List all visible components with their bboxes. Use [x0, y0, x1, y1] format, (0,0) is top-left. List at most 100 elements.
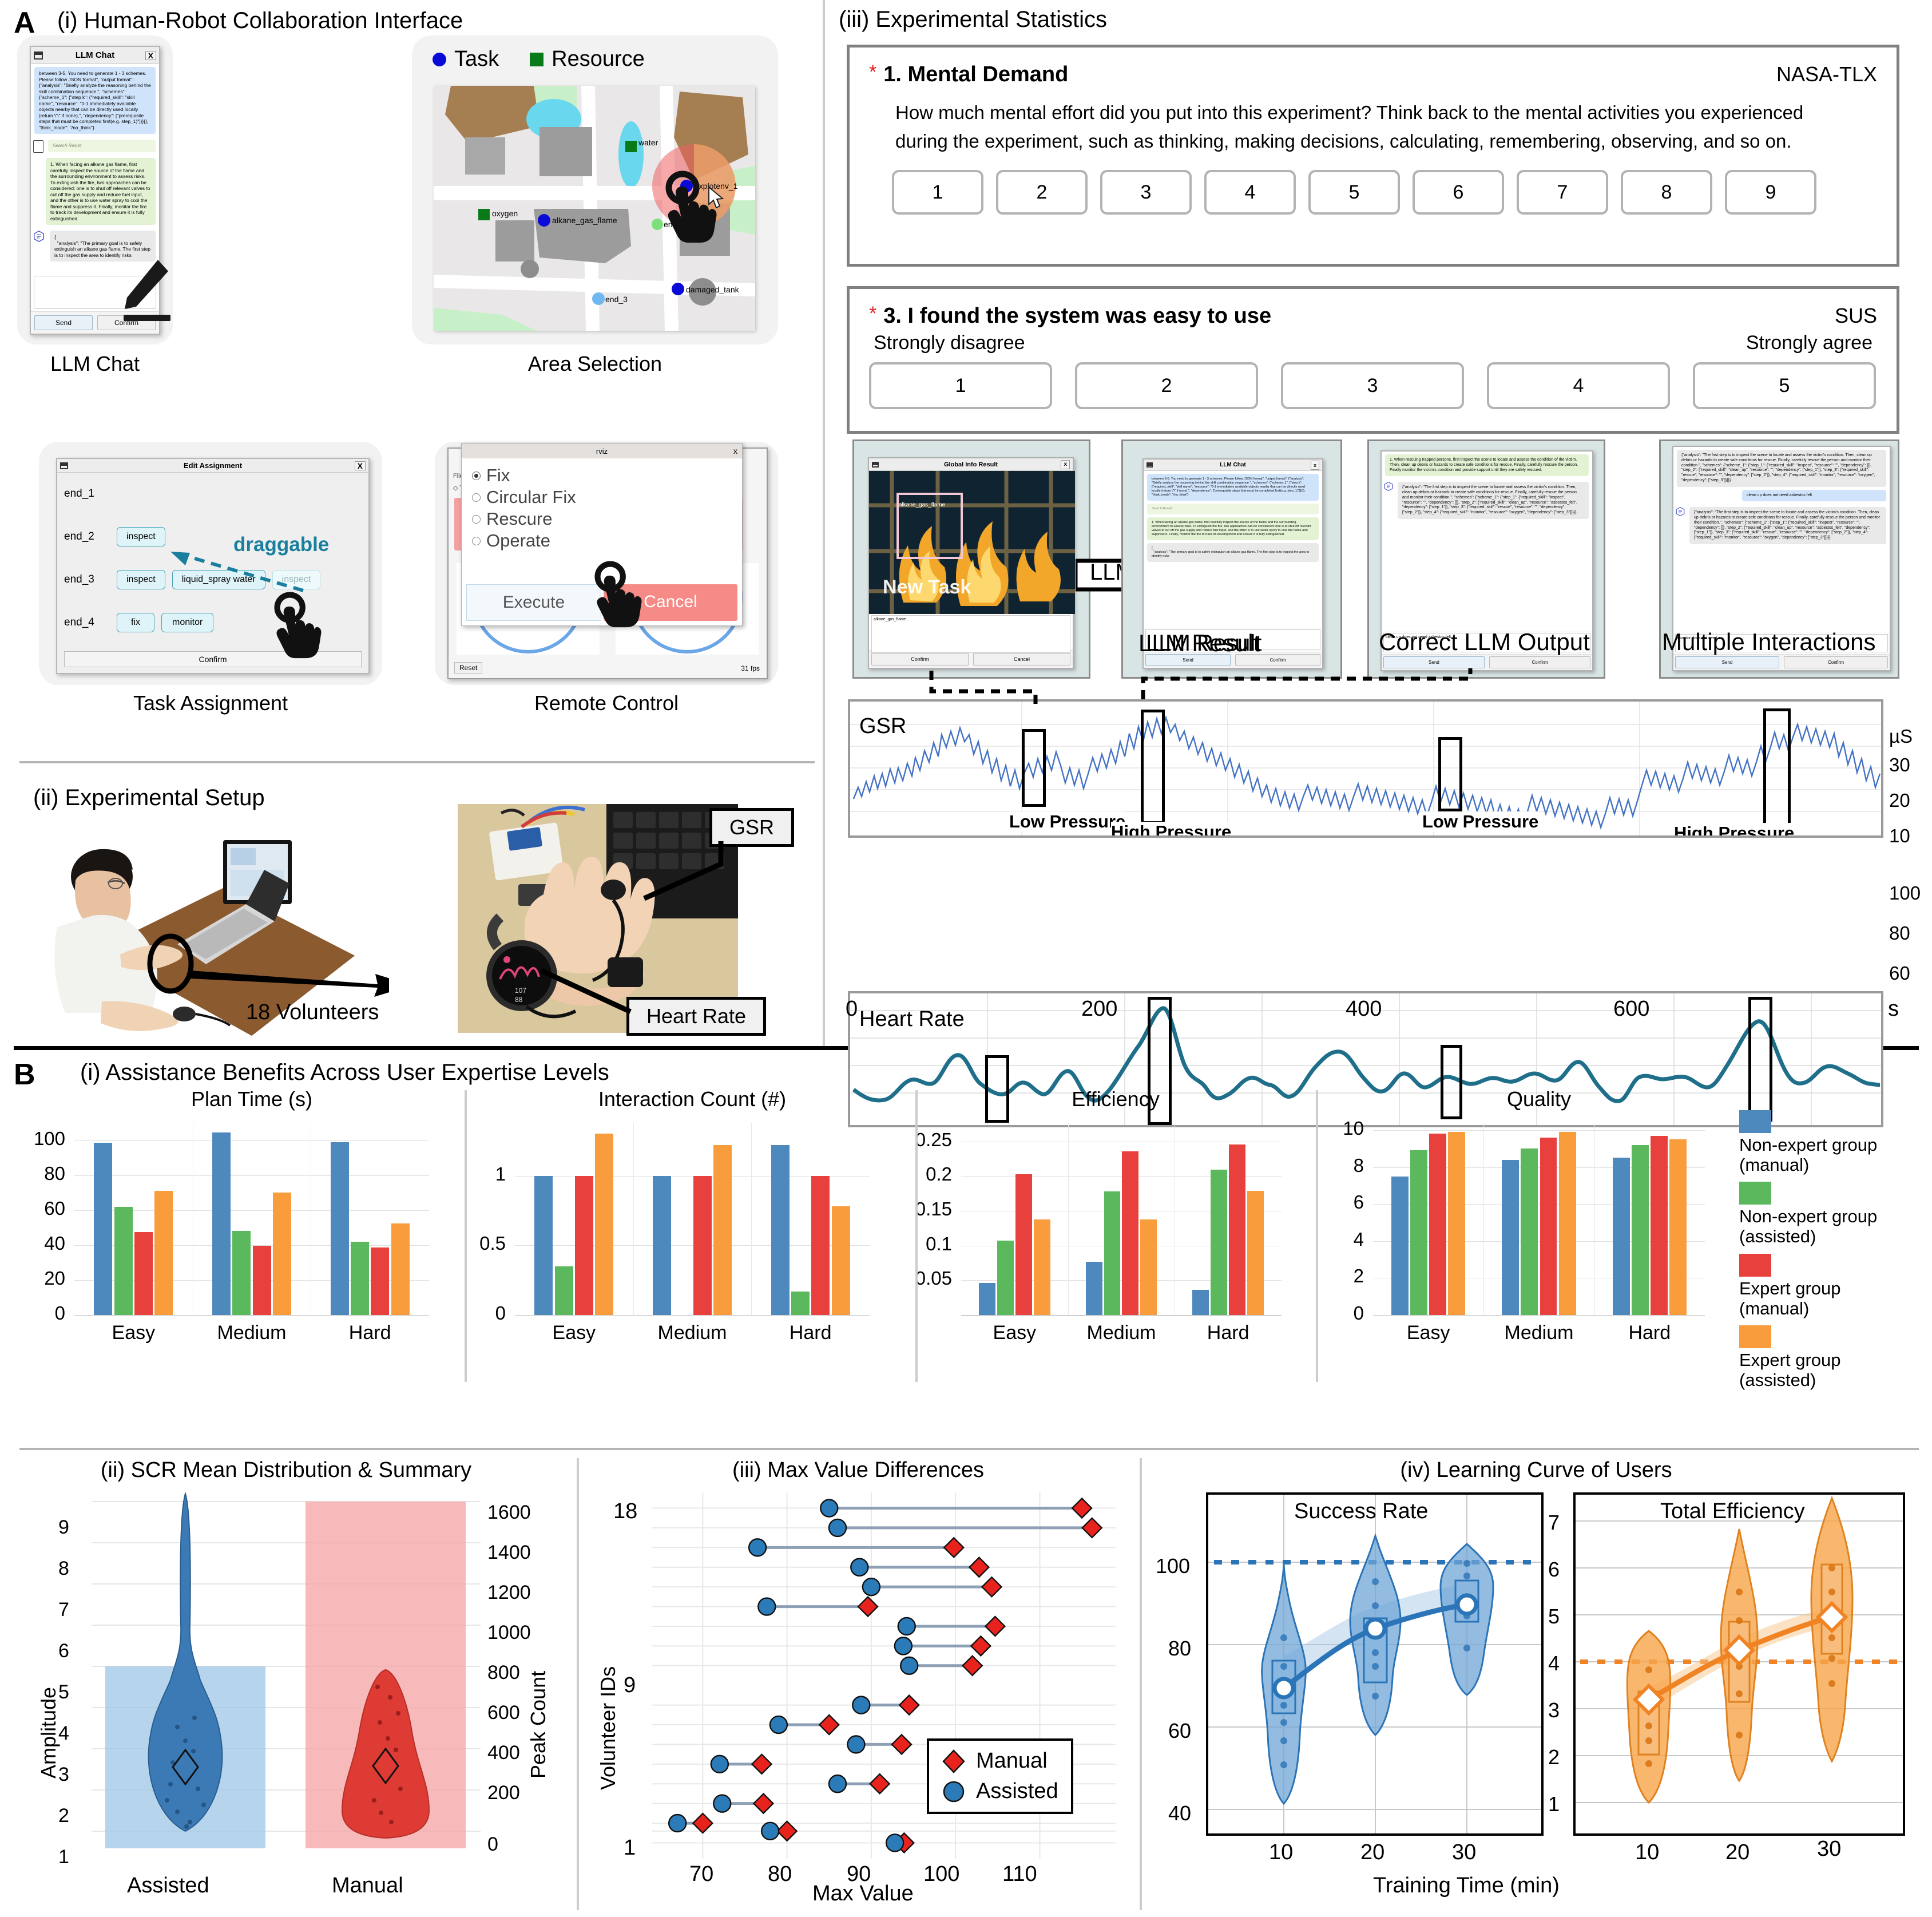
- stage4-input[interactable]: monitor does not need o: [1675, 634, 1888, 652]
- pipeline-stage-2[interactable]: LLM Chat x between 3-5. You need to gene…: [1121, 439, 1342, 679]
- llm-chat-window-stage2[interactable]: LLM Chat x between 3-5. You need to gene…: [1142, 458, 1323, 669]
- rviz-tree-item[interactable]: ◇ T: [453, 485, 464, 492]
- survey-option-2[interactable]: 2: [1075, 362, 1258, 409]
- rviz-file-menu[interactable]: File: [453, 473, 463, 480]
- pipeline-stage-3[interactable]: 1. When rescuing trapped persons, first …: [1367, 439, 1605, 679]
- signal-x-unit: s: [1888, 997, 1899, 1021]
- panel-a-section-iii-title: (iii) Experimental Statistics: [839, 7, 1108, 32]
- pipeline-stage-1[interactable]: Global Info Result x: [852, 439, 1090, 679]
- radio-option-circular-fix[interactable]: Circular Fix: [472, 487, 732, 508]
- stage3-confirm-button[interactable]: Confirm: [1489, 656, 1590, 668]
- scr-y2tick-400: 400: [487, 1742, 520, 1764]
- execute-button[interactable]: Execute: [466, 584, 601, 621]
- survey-option-7[interactable]: 7: [1517, 170, 1608, 215]
- hr-highlight-low-2: [1441, 1045, 1462, 1119]
- task-chip-inspect-ghost[interactable]: inspect: [272, 570, 321, 589]
- survey-option-5[interactable]: 5: [1308, 170, 1400, 215]
- radio-option-rescure[interactable]: Rescure: [472, 509, 732, 529]
- llm-chat-window[interactable]: LLM Chat X between 3-5. You need to gene…: [30, 46, 160, 335]
- te-ytick-5: 5: [1548, 1605, 1560, 1628]
- manual-diamond-marker: [776, 1820, 798, 1842]
- manual-diamond-marker: [868, 1773, 891, 1795]
- survey-option-9[interactable]: 9: [1725, 170, 1816, 215]
- task-chip-monitor[interactable]: monitor: [161, 613, 214, 632]
- close-icon[interactable]: x: [1061, 460, 1070, 469]
- bar-chart-baseline: [515, 1315, 870, 1316]
- hr-highlight-low-1: [985, 1055, 1009, 1123]
- sr-ytick-100: 100: [1156, 1554, 1191, 1578]
- bar-chart-baseline: [1373, 1315, 1705, 1316]
- bar: [134, 1231, 153, 1315]
- survey-option-3[interactable]: 3: [1100, 170, 1192, 215]
- bar: [1650, 1135, 1668, 1315]
- bar-chart-xtick: Hard: [348, 1322, 391, 1344]
- global-info-result-window[interactable]: Global Info Result x: [868, 457, 1075, 669]
- close-icon[interactable]: X: [145, 50, 156, 60]
- assignment-row: end_4 fix monitor: [64, 606, 362, 639]
- stage3-green-text: 1. When rescuing trapped persons, first …: [1385, 454, 1589, 477]
- manual-diamond-marker: [968, 1556, 990, 1578]
- gridline: [515, 1315, 870, 1316]
- required-star-icon: *: [869, 61, 877, 83]
- close-icon[interactable]: x: [733, 446, 737, 456]
- close-icon[interactable]: X: [354, 461, 366, 470]
- survey-option-1[interactable]: 1: [869, 362, 1052, 409]
- manual-diamond-marker: [751, 1753, 773, 1775]
- survey-option-5[interactable]: 5: [1693, 362, 1876, 409]
- rviz-reset-button[interactable]: Reset: [454, 662, 483, 674]
- radio-option-fix[interactable]: Fix: [472, 465, 732, 486]
- stage4-confirm-button[interactable]: Confirm: [1784, 656, 1888, 668]
- stage3-send-button[interactable]: Send: [1383, 656, 1485, 668]
- survey-option-2[interactable]: 2: [996, 170, 1088, 215]
- heart-rate-plot: Heart Rate: [848, 991, 1883, 1127]
- horizontal-divider-a-i-ii: [19, 761, 815, 763]
- llm-chat-window-stage3[interactable]: 1. When rescuing trapped persons, first …: [1380, 450, 1593, 671]
- task-chip-inspect[interactable]: inspect: [117, 570, 165, 589]
- llm-chat-window-stage4[interactable]: {"analysis": "The first step is to inspe…: [1672, 446, 1891, 671]
- bar-chart-xtick: Medium: [217, 1322, 287, 1344]
- survey-option-1[interactable]: 1: [892, 170, 983, 215]
- gsr-highlight-high-2: [1763, 708, 1791, 830]
- svg-text:alkane_gas_flame: alkane_gas_flame: [899, 502, 946, 508]
- task-chip-fix[interactable]: fix: [117, 613, 154, 632]
- area-selection-map[interactable]: water oxygen alkane_gas_flame end_4 end_…: [434, 86, 755, 331]
- gridline: [1373, 1130, 1705, 1131]
- survey-option-4[interactable]: 4: [1204, 170, 1296, 215]
- required-star-icon: *: [869, 303, 877, 324]
- bar: [652, 1175, 671, 1315]
- llm-chat-send-button[interactable]: Send: [34, 315, 93, 330]
- close-icon[interactable]: x: [1310, 460, 1319, 470]
- bar: [1247, 1190, 1264, 1315]
- survey-option-8[interactable]: 8: [1621, 170, 1712, 215]
- svg-text:end_3: end_3: [605, 295, 628, 304]
- rviz-dialog[interactable]: rviz x Fix Circular Fix Rescure Operate: [461, 443, 743, 626]
- stage2-input[interactable]: [1145, 629, 1320, 650]
- gsr-label-high-1: High Pressure: [1111, 822, 1232, 835]
- survey-option-4[interactable]: 4: [1487, 362, 1670, 409]
- global-info-cancel-button[interactable]: Cancel: [973, 653, 1070, 666]
- stage4-send-button[interactable]: Send: [1675, 656, 1779, 668]
- global-info-input[interactable]: alkane_gas_flame: [871, 615, 1070, 653]
- max-value-xlabel: Max Value: [812, 1882, 914, 1906]
- global-info-confirm-button[interactable]: Confirm: [871, 653, 969, 666]
- survey-question-title: 1. Mental Demand: [883, 62, 1069, 86]
- stage3-input[interactable]: clean up does not need asbestos felt: [1383, 633, 1590, 652]
- bar: [595, 1134, 614, 1315]
- stage2-search-label: Search Result: [1147, 503, 1319, 514]
- window-icon: [1146, 462, 1153, 468]
- stage2-send-button[interactable]: Send: [1145, 654, 1231, 666]
- radio-option-operate[interactable]: Operate: [472, 530, 732, 551]
- task-chip-inspect[interactable]: inspect: [117, 527, 165, 546]
- bar-chart-title: Plan Time (s): [191, 1087, 313, 1111]
- gsr-highlight-low-1: [1022, 729, 1046, 807]
- pipeline-stage-4[interactable]: {"analysis": "The first step is to inspe…: [1659, 439, 1899, 679]
- bar: [232, 1231, 251, 1315]
- rviz-dialog-title: rviz: [596, 446, 608, 456]
- global-info-body: New Task alkane_gas_flame alkane_gas_fla…: [869, 471, 1075, 653]
- bar-chart-xtick: Easy: [1406, 1322, 1450, 1344]
- signal-xtick-0: 0: [846, 997, 858, 1021]
- survey-option-6[interactable]: 6: [1413, 170, 1504, 215]
- assisted-circle-marker: [757, 1597, 776, 1616]
- survey-option-3[interactable]: 3: [1281, 362, 1464, 409]
- stage2-confirm-button[interactable]: Confirm: [1235, 654, 1320, 666]
